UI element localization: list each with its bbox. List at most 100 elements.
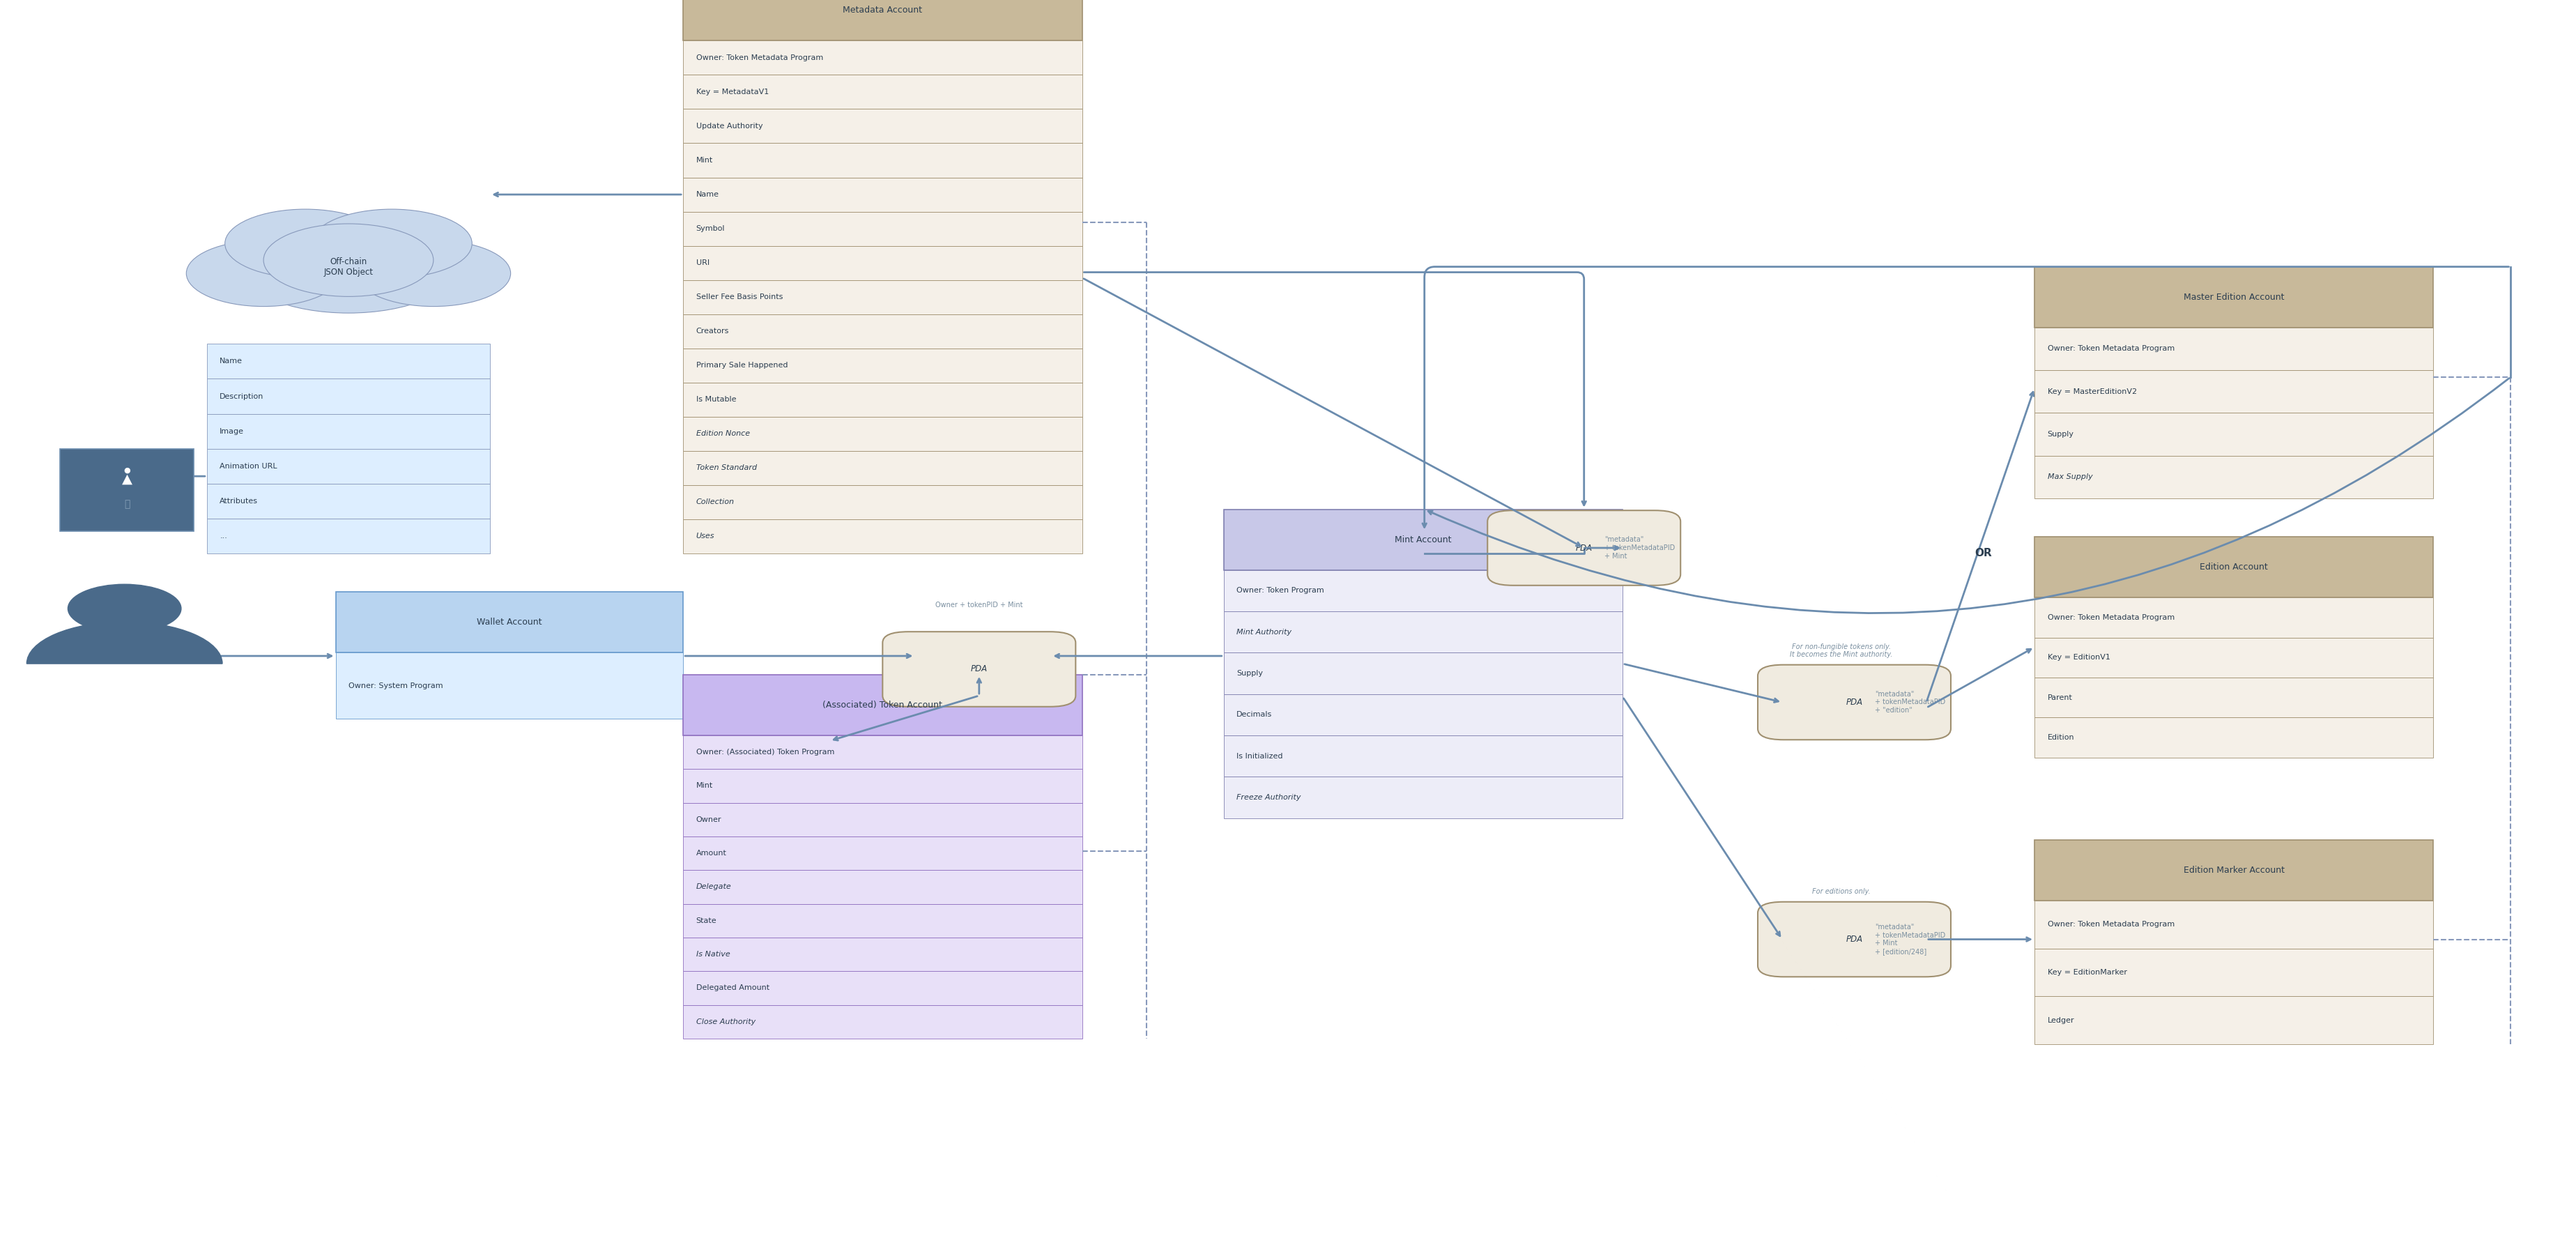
Text: Collection: Collection [696,499,734,505]
Text: Update Authority: Update Authority [696,123,762,130]
FancyBboxPatch shape [683,383,1082,417]
Text: Owner: Token Metadata Program: Owner: Token Metadata Program [696,54,822,61]
Text: Parent: Parent [2048,695,2071,701]
FancyBboxPatch shape [2035,997,2434,1044]
FancyBboxPatch shape [683,451,1082,485]
Text: Description: Description [219,392,263,400]
FancyBboxPatch shape [683,904,1082,937]
FancyBboxPatch shape [683,937,1082,971]
FancyBboxPatch shape [1486,510,1680,586]
Text: (Associated) Token Account: (Associated) Token Account [822,701,943,709]
Text: Supply: Supply [1236,670,1262,677]
FancyBboxPatch shape [2035,718,2434,758]
Text: State: State [696,917,716,924]
FancyBboxPatch shape [683,735,1082,769]
Text: PDA: PDA [1577,543,1592,552]
Text: Owner: Token Metadata Program: Owner: Token Metadata Program [2048,614,2174,621]
FancyBboxPatch shape [206,448,489,484]
Text: For non-fungible tokens only.
It becomes the Mint authority.: For non-fungible tokens only. It becomes… [1790,643,1893,659]
Text: URI: URI [696,260,708,266]
Circle shape [185,240,340,307]
Text: Owner: Token Metadata Program: Owner: Token Metadata Program [2048,921,2174,928]
Circle shape [224,209,386,279]
Text: Symbol: Symbol [696,225,724,233]
Text: Name: Name [219,358,242,365]
Text: Edition Account: Edition Account [2200,562,2267,572]
FancyBboxPatch shape [2035,841,2434,901]
Text: Token Standard: Token Standard [696,464,757,472]
Text: PDA: PDA [1847,698,1862,707]
FancyBboxPatch shape [683,41,1082,74]
FancyBboxPatch shape [1224,612,1623,652]
FancyBboxPatch shape [884,631,1077,707]
Text: Supply: Supply [2048,431,2074,438]
Text: Delegate: Delegate [696,884,732,890]
FancyBboxPatch shape [683,675,1082,735]
FancyBboxPatch shape [2035,677,2434,718]
Text: Is Mutable: Is Mutable [696,396,737,404]
FancyBboxPatch shape [206,413,489,448]
FancyBboxPatch shape [683,74,1082,109]
FancyBboxPatch shape [683,314,1082,348]
Text: Owner: System Program: Owner: System Program [348,682,443,690]
FancyBboxPatch shape [1757,665,1950,740]
Text: Freeze Authority: Freeze Authority [1236,794,1301,801]
FancyBboxPatch shape [683,870,1082,904]
Text: ●: ● [124,467,131,473]
FancyBboxPatch shape [683,837,1082,870]
FancyBboxPatch shape [683,212,1082,246]
Text: ...: ... [219,532,227,540]
FancyBboxPatch shape [1757,901,1950,977]
Text: Owner: Owner [696,816,721,823]
FancyBboxPatch shape [683,769,1082,802]
FancyBboxPatch shape [683,417,1082,451]
Text: ⛰: ⛰ [124,499,129,509]
FancyBboxPatch shape [2035,901,2434,948]
Text: "metadata"
+ tokenMetadataPID
+ "edition": "metadata" + tokenMetadataPID + "edition… [1875,691,1945,714]
FancyBboxPatch shape [2035,598,2434,638]
Text: Attributes: Attributes [219,498,258,505]
Text: Animation URL: Animation URL [219,463,278,469]
Circle shape [240,220,456,313]
Text: "metadata"
+ tokenMetadataPID
+ Mint
+ [edition/248]: "metadata" + tokenMetadataPID + Mint + [… [1875,924,1945,954]
Text: "metadata"
+ tokenMetadataPID
+ Mint: "metadata" + tokenMetadataPID + Mint [1605,536,1674,560]
FancyBboxPatch shape [683,971,1082,1005]
FancyBboxPatch shape [2035,638,2434,677]
FancyBboxPatch shape [1224,735,1623,776]
FancyBboxPatch shape [1224,776,1623,818]
FancyBboxPatch shape [683,144,1082,177]
FancyBboxPatch shape [1224,569,1623,612]
FancyBboxPatch shape [2035,370,2434,412]
FancyBboxPatch shape [683,0,1082,41]
FancyBboxPatch shape [1224,652,1623,695]
Circle shape [355,240,510,307]
Text: ▲: ▲ [121,473,131,485]
Text: Metadata Account: Metadata Account [842,6,922,15]
Text: Key = MasterEditionV2: Key = MasterEditionV2 [2048,387,2136,395]
FancyBboxPatch shape [206,519,489,553]
FancyBboxPatch shape [2035,948,2434,997]
FancyBboxPatch shape [2035,537,2434,598]
Text: Amount: Amount [696,849,726,857]
Text: Max Supply: Max Supply [2048,473,2092,480]
Text: For editions only.: For editions only. [1814,888,1870,895]
Text: Owner: Token Metadata Program: Owner: Token Metadata Program [2048,345,2174,353]
Text: Edition Nonce: Edition Nonce [696,431,750,437]
FancyBboxPatch shape [683,109,1082,144]
FancyBboxPatch shape [206,484,489,519]
FancyBboxPatch shape [1224,695,1623,735]
FancyBboxPatch shape [683,519,1082,553]
Text: Uses: Uses [696,532,714,540]
Text: Creators: Creators [696,328,729,334]
FancyBboxPatch shape [683,1005,1082,1039]
Text: Is Initialized: Is Initialized [1236,753,1283,759]
Text: Mint Account: Mint Account [1394,535,1450,545]
Text: Owner: (Associated) Token Program: Owner: (Associated) Token Program [696,749,835,755]
Circle shape [263,224,433,297]
FancyBboxPatch shape [2035,266,2434,327]
Text: Decimals: Decimals [1236,711,1273,718]
Text: Ledger: Ledger [2048,1016,2074,1024]
Text: Primary Sale Happened: Primary Sale Happened [696,361,788,369]
Text: Is Native: Is Native [696,951,729,958]
Text: PDA: PDA [1847,935,1862,943]
